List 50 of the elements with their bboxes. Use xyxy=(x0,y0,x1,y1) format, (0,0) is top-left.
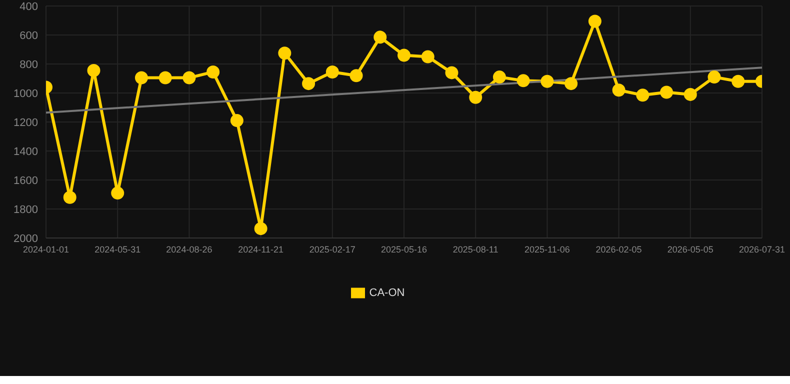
x-tick-label: 2026-07-31 xyxy=(738,244,786,254)
point xyxy=(158,71,172,84)
y-tick-label: 1000 xyxy=(14,88,38,100)
x-tick-label: 2025-08-11 xyxy=(452,244,498,254)
y-tick-label: 1800 xyxy=(14,204,38,216)
y-tick-label: 1600 xyxy=(14,174,38,187)
point xyxy=(540,74,554,88)
point xyxy=(445,66,458,80)
y-tick-label: 1200 xyxy=(14,116,38,129)
y-tick-label: 2000 xyxy=(14,232,38,245)
legend-label: CA-ON xyxy=(369,286,405,299)
point xyxy=(588,14,602,28)
x-tick-label: 2024-05-31 xyxy=(94,244,141,254)
point xyxy=(398,48,410,62)
x-tick-label: 2024-08-26 xyxy=(166,244,212,254)
y-tick-label: 400 xyxy=(20,0,38,13)
point xyxy=(182,71,196,84)
x-tick-label: 2025-05-16 xyxy=(380,244,428,254)
point xyxy=(302,77,316,90)
point xyxy=(63,190,76,204)
point xyxy=(492,70,506,84)
point xyxy=(278,46,292,60)
point xyxy=(350,69,363,82)
point xyxy=(564,77,578,90)
point xyxy=(87,64,100,78)
point xyxy=(254,222,268,236)
point xyxy=(732,74,745,88)
point xyxy=(708,70,721,84)
point xyxy=(374,30,387,44)
point xyxy=(326,65,339,78)
point xyxy=(516,74,530,88)
point xyxy=(111,186,124,200)
y-tick-label: 800 xyxy=(20,58,38,71)
x-tick-label: 2025-02-17 xyxy=(309,244,356,254)
point xyxy=(469,90,482,104)
point xyxy=(230,114,244,128)
x-tick-label: 2024-01-01 xyxy=(22,244,70,254)
x-tick-label: 2025-11-06 xyxy=(524,244,570,254)
x-tick-label: 2026-02-05 xyxy=(596,244,642,254)
x-tick-label: 2024-11-21 xyxy=(238,244,284,254)
point xyxy=(612,84,626,97)
point xyxy=(636,88,650,102)
point xyxy=(684,88,697,101)
point xyxy=(421,50,434,64)
x-tick-label: 2026-05-05 xyxy=(667,244,714,254)
point xyxy=(134,71,148,84)
point xyxy=(660,86,674,99)
y-tick-label: 600 xyxy=(20,30,38,42)
point xyxy=(206,65,220,78)
y-tick-label: 1400 xyxy=(14,146,38,158)
